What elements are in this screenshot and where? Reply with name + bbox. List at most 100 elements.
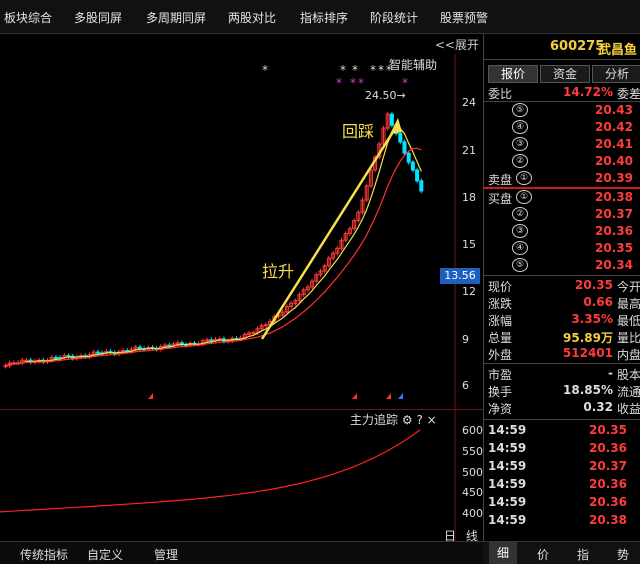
stat-extra-label: 流通: [617, 385, 640, 399]
tab-trend[interactable]: 势: [616, 548, 629, 562]
bid-level: ②: [512, 207, 528, 221]
period-toggle[interactable]: 日 线: [444, 527, 478, 544]
menu-stock-alert[interactable]: 股票预警: [440, 11, 489, 25]
stat-extra-label: 今开: [617, 280, 640, 294]
main-force-chart[interactable]: 主力追踪 ⚙ ? × 600 550 500 450 400: [0, 409, 483, 542]
stat-value: 0.66: [583, 295, 613, 309]
gear-icon[interactable]: ⚙: [401, 413, 413, 427]
signal-marker: [352, 393, 357, 399]
bid-level: ①: [516, 190, 532, 204]
tab-funds[interactable]: 资金: [540, 65, 590, 83]
bid-level: ⑤: [512, 258, 528, 272]
kline-chart[interactable]: * * * * * * * * * * 智能辅助 24.50→ 回踩 拉升 13.56 24 21…: [0, 54, 483, 409]
divider: [484, 419, 640, 420]
signal-star: *: [350, 76, 356, 90]
bid-row: 买盘 ① 20.38: [484, 189, 640, 206]
tab-indicator[interactable]: 指: [576, 548, 589, 562]
tab-traditional-indicators[interactable]: 传统指标: [20, 548, 69, 562]
stat-value: 20.35: [575, 278, 613, 292]
candle-body: [410, 161, 415, 171]
candle-body: [259, 325, 264, 330]
tab-quote[interactable]: 报价: [488, 65, 538, 83]
stat-extra-label: 最低: [617, 314, 640, 328]
tab-custom[interactable]: 自定义: [87, 548, 124, 562]
menu-multi-period[interactable]: 多周期同屏: [146, 11, 207, 25]
candle-body: [381, 127, 386, 145]
candle-body: [301, 289, 306, 296]
tick-price: 20.36: [589, 477, 627, 491]
candle-body: [402, 141, 407, 154]
stat-row: 现价 20.35 今开: [484, 277, 640, 294]
period-day[interactable]: 日: [444, 529, 457, 543]
tick-time: 14:59: [488, 513, 527, 527]
ask-level: ②: [512, 154, 528, 168]
candle-body: [167, 344, 172, 347]
tab-price[interactable]: 价: [536, 548, 549, 562]
trade-tick-row: 14:59 20.37: [484, 458, 640, 475]
stat-extra-label: 股本: [617, 368, 640, 382]
candle-body: [347, 228, 352, 235]
signal-marker: [148, 393, 153, 399]
candle-body: [310, 280, 315, 288]
main-force-svg: [0, 410, 456, 542]
menu-indicator-sort[interactable]: 指标排序: [300, 11, 349, 25]
tab-manage[interactable]: 管理: [154, 548, 179, 562]
signal-star: *: [358, 76, 364, 90]
expand-button[interactable]: <<展开: [434, 38, 479, 52]
annotation-pullback: 回踩: [342, 122, 375, 141]
menu-multi-stock[interactable]: 多股同屏: [74, 11, 123, 25]
bid-price: 20.36: [595, 224, 633, 238]
menu-stage-stats[interactable]: 阶段统计: [370, 11, 419, 25]
close-icon[interactable]: ×: [426, 413, 437, 427]
tab-detail[interactable]: 细: [489, 542, 517, 564]
candle-body: [293, 300, 298, 304]
stat-row: 涨幅 3.35% 最低: [484, 311, 640, 328]
ask-row: 卖盘 ① 20.39: [484, 170, 640, 187]
tick-time: 14:59: [488, 441, 527, 455]
candle-body: [335, 247, 340, 254]
stat-value: 0.32: [583, 400, 613, 414]
candle-body: [280, 311, 285, 316]
stat-extra-label: 收益: [617, 402, 640, 416]
help-icon[interactable]: ?: [416, 413, 423, 427]
candle-body: [284, 305, 289, 313]
candle-body: [385, 113, 390, 129]
candle-body: [352, 220, 357, 230]
trade-tick-row: 14:59 20.35: [484, 422, 640, 439]
bid-row: ③ 20.36: [484, 223, 640, 240]
ask-level: ③: [512, 137, 528, 151]
period-line[interactable]: 线: [465, 529, 478, 543]
chart-header: <<展开: [0, 34, 483, 54]
menu-board-summary[interactable]: 板块综合: [4, 11, 53, 25]
trade-tick-row: 14:59 20.36: [484, 494, 640, 511]
ask-row: ④ 20.42: [484, 119, 640, 136]
candle-body: [297, 294, 302, 302]
signal-star: *: [386, 63, 392, 77]
ask-row: ③ 20.41: [484, 136, 640, 153]
tick-price: 20.38: [589, 513, 627, 527]
bid-level: ④: [512, 241, 528, 255]
candle-body: [289, 302, 294, 307]
candle-body: [314, 274, 319, 282]
candle-body: [137, 346, 142, 350]
stat-label: 涨幅: [488, 314, 513, 328]
stat-value: 18.85%: [563, 383, 613, 397]
bid-row: ⑤ 20.34: [484, 257, 640, 274]
spread-divider: [484, 187, 640, 189]
tick-time: 14:59: [488, 459, 527, 473]
candle-body: [255, 328, 260, 333]
candle-body: [364, 185, 369, 201]
tab-analysis[interactable]: 分析: [592, 65, 640, 83]
stat-extra-label: 最高: [617, 297, 640, 311]
smart-assist-label[interactable]: 智能辅助: [389, 58, 438, 72]
stat-row: 市盈 - 股本: [484, 365, 640, 382]
ask-price: 20.40: [595, 154, 633, 168]
signal-star: *: [340, 63, 346, 77]
tick-time: 14:59: [488, 423, 527, 437]
sub-y-tick: 550: [462, 445, 483, 458]
signal-star: *: [402, 76, 408, 90]
menu-compare[interactable]: 两股对比: [228, 11, 277, 25]
stat-value: 512401: [562, 346, 613, 360]
candle-body: [322, 265, 327, 272]
bid-price: 20.35: [595, 241, 633, 255]
